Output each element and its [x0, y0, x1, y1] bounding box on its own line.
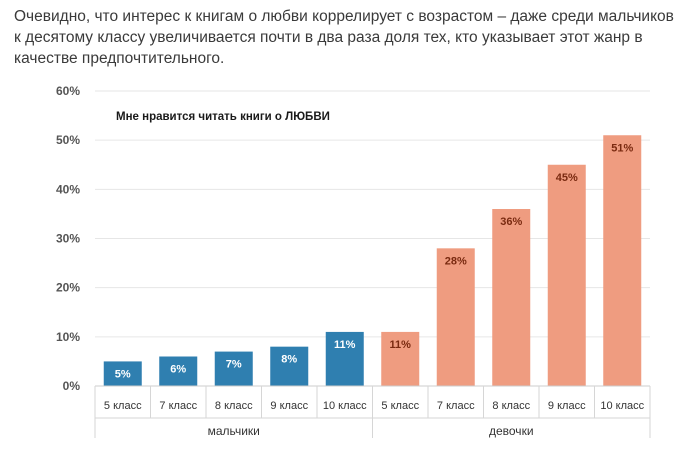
bars-layer: 5% 6% 7% 8% 11% 11% 28% 36% 45% 51% — [103, 135, 642, 386]
data-label: 11% — [334, 339, 356, 351]
bar — [270, 346, 309, 386]
x-tick-label: 8 класс — [215, 400, 253, 412]
bar — [214, 351, 253, 386]
axis-layer: 0% 10% 20% 30% 40% 50% 60% 5 класс 7 класс 8 клас… — [56, 84, 651, 438]
data-label: 36% — [500, 216, 522, 228]
y-tick-label: 20% — [56, 281, 80, 295]
bar — [381, 331, 420, 386]
x-tick-label: 5 класс — [104, 400, 142, 412]
bar — [103, 361, 142, 386]
x-tick-label: 8 класс — [492, 400, 530, 412]
y-tick-label: 10% — [56, 330, 80, 344]
x-tick-label: 10 класс — [600, 400, 644, 412]
x-tick-label: 7 класс — [437, 400, 475, 412]
bar — [492, 209, 531, 386]
x-tick-label: 7 класс — [159, 400, 197, 412]
data-label: 11% — [390, 339, 412, 351]
bar — [325, 331, 364, 386]
bar — [436, 248, 475, 386]
data-label: 7% — [226, 359, 242, 371]
data-label: 8% — [281, 354, 297, 366]
x-tick-label: 5 класс — [381, 400, 419, 412]
data-label: 51% — [611, 142, 633, 154]
bar — [547, 164, 586, 386]
bar — [603, 135, 642, 386]
chart-title: Мне нравится читать книги о ЛЮБВИ — [116, 111, 330, 123]
y-tick-label: 30% — [56, 232, 80, 246]
data-label: 28% — [445, 255, 467, 267]
x-tick-label: 10 класс — [323, 400, 367, 412]
group-label: мальчики — [208, 424, 260, 438]
x-tick-label: 9 класс — [548, 400, 586, 412]
data-label: 45% — [556, 172, 578, 184]
bar — [159, 356, 198, 386]
intro-paragraph: Очевидно, что интерес к книгам о любви к… — [14, 8, 674, 67]
x-tick-label: 9 класс — [270, 400, 308, 412]
data-label: 6% — [170, 364, 186, 376]
y-tick-label: 0% — [63, 379, 81, 393]
y-tick-label: 60% — [56, 84, 80, 98]
group-label: девочки — [489, 424, 534, 438]
y-tick-label: 40% — [56, 182, 80, 196]
data-label: 5% — [115, 368, 131, 380]
y-tick-label: 50% — [56, 133, 80, 147]
